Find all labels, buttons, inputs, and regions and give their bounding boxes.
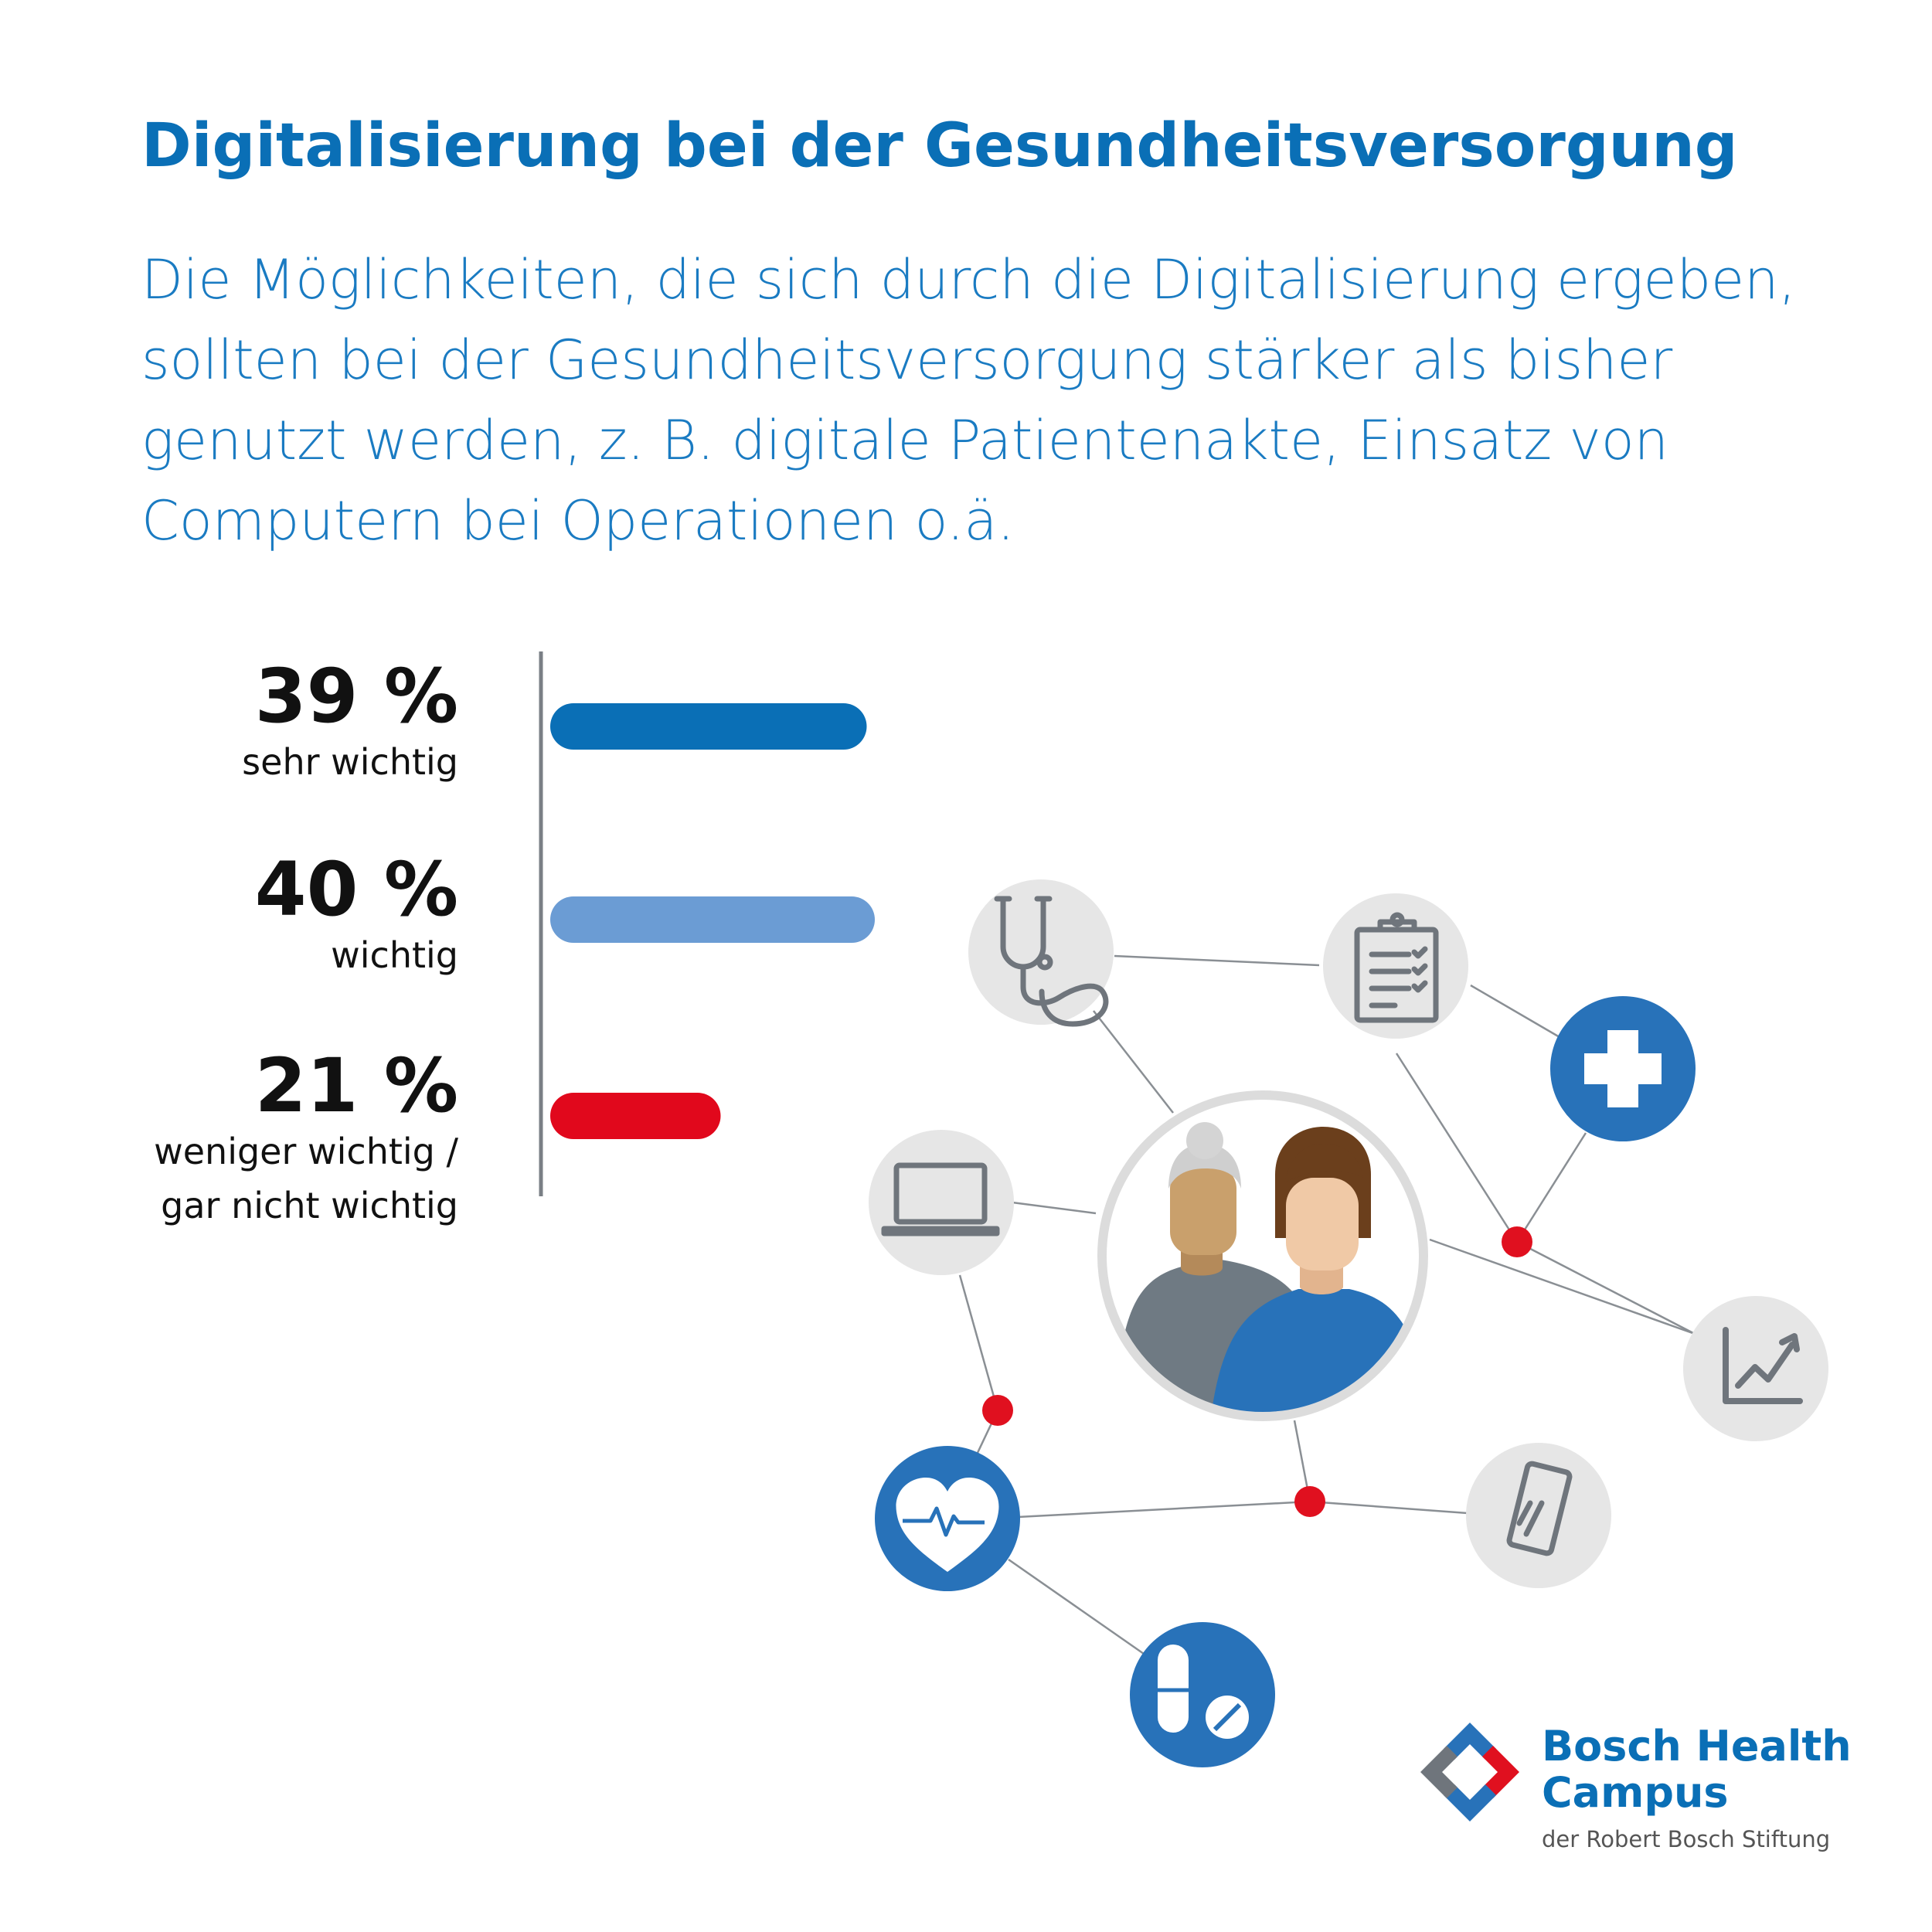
connector-dot: [982, 1395, 1013, 1426]
patients-icon: [1097, 1090, 1428, 1421]
subtitle-line: Computern bei Operationen o.ä.: [141, 489, 1015, 553]
bar: [550, 703, 867, 750]
pills-icon: [1130, 1622, 1275, 1767]
clipboard-icon: [1323, 893, 1468, 1039]
subtitle-line: Die Möglichkeiten, die sich durch die Di…: [141, 248, 1796, 311]
bar-chart: 39 %sehr wichtig 40 %wichtig 21 %weniger w…: [154, 651, 875, 1226]
subtitle-line: sollten bei der Gesundheitsversorgung st…: [141, 328, 1673, 392]
page-title: Digitalisierung bei der Gesundheitsverso…: [141, 111, 1738, 181]
brand-name-line: Bosch Health: [1542, 1722, 1852, 1770]
bar: [550, 1093, 721, 1139]
data-label: 39 %: [255, 653, 458, 740]
bosch-health-campus-logo: [1420, 1723, 1519, 1821]
category-label: sehr wichtig: [242, 741, 458, 783]
category-label: weniger wichtig /: [154, 1131, 458, 1172]
page-subtitle: Die Möglichkeiten, die sich durch die Di…: [141, 240, 1880, 561]
brand-name: Bosch Health Campus: [1542, 1723, 1852, 1816]
smartphone-icon: [1466, 1443, 1611, 1588]
brand-subtitle: der Robert Bosch Stiftung: [1542, 1826, 1831, 1852]
laptop-icon: [869, 1130, 1014, 1275]
medical-cross-icon: [1550, 996, 1696, 1141]
growth-chart-icon: [1683, 1296, 1828, 1441]
category-label: gar nicht wichtig: [161, 1185, 458, 1226]
stethoscope-icon: [968, 879, 1114, 1027]
heart-pulse-icon: [875, 1446, 1020, 1591]
category-label: wichtig: [331, 934, 458, 976]
connector-dot: [1502, 1226, 1532, 1257]
connector-dot: [1294, 1486, 1325, 1517]
bar: [550, 896, 875, 943]
brand-name-line: Campus: [1542, 1768, 1729, 1817]
subtitle-line: genutzt werden, z. B. digitale Patienten…: [141, 409, 1669, 472]
data-label: 40 %: [255, 846, 458, 933]
network-illustration: [869, 879, 1828, 1767]
data-label: 21 %: [255, 1043, 458, 1129]
